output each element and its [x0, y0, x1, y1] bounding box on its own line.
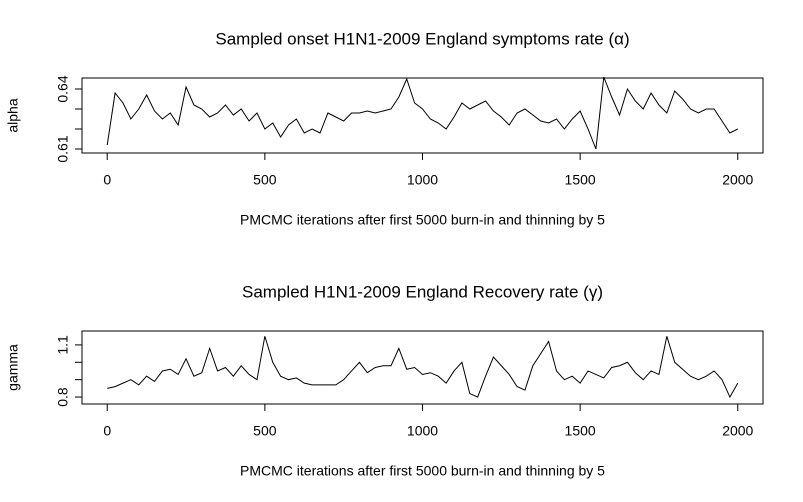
trace-line	[107, 336, 739, 399]
y-axis-label: gamma	[5, 344, 21, 391]
y-tick-label: 1.1	[55, 335, 71, 355]
x-tick-label: 1500	[565, 423, 596, 439]
trace-line	[106, 76, 739, 150]
y-axis-label: alpha	[5, 98, 21, 132]
chart-title: Sampled onset H1N1-2009 England symptoms…	[215, 29, 629, 48]
x-axis-label: PMCMC iterations after first 5000 burn-i…	[240, 212, 605, 228]
y-tick-label: 0.64	[55, 75, 71, 102]
x-tick-label: 0	[103, 172, 111, 188]
x-tick-label: 1000	[407, 172, 438, 188]
x-axis-label: PMCMC iterations after first 5000 burn-i…	[240, 463, 605, 479]
x-tick-label: 2000	[722, 172, 753, 188]
y-tick-label: 0.61	[55, 135, 71, 162]
y-tick-label: 0.8	[55, 387, 71, 407]
x-tick-label: 1000	[407, 423, 438, 439]
chart-title: Sampled H1N1-2009 England Recovery rate …	[242, 282, 603, 301]
x-tick-label: 500	[253, 423, 277, 439]
x-tick-label: 500	[253, 172, 277, 188]
x-tick-label: 0	[103, 423, 111, 439]
plot-box	[81, 77, 764, 154]
x-tick-label: 2000	[722, 423, 753, 439]
x-tick-label: 1500	[565, 172, 596, 188]
